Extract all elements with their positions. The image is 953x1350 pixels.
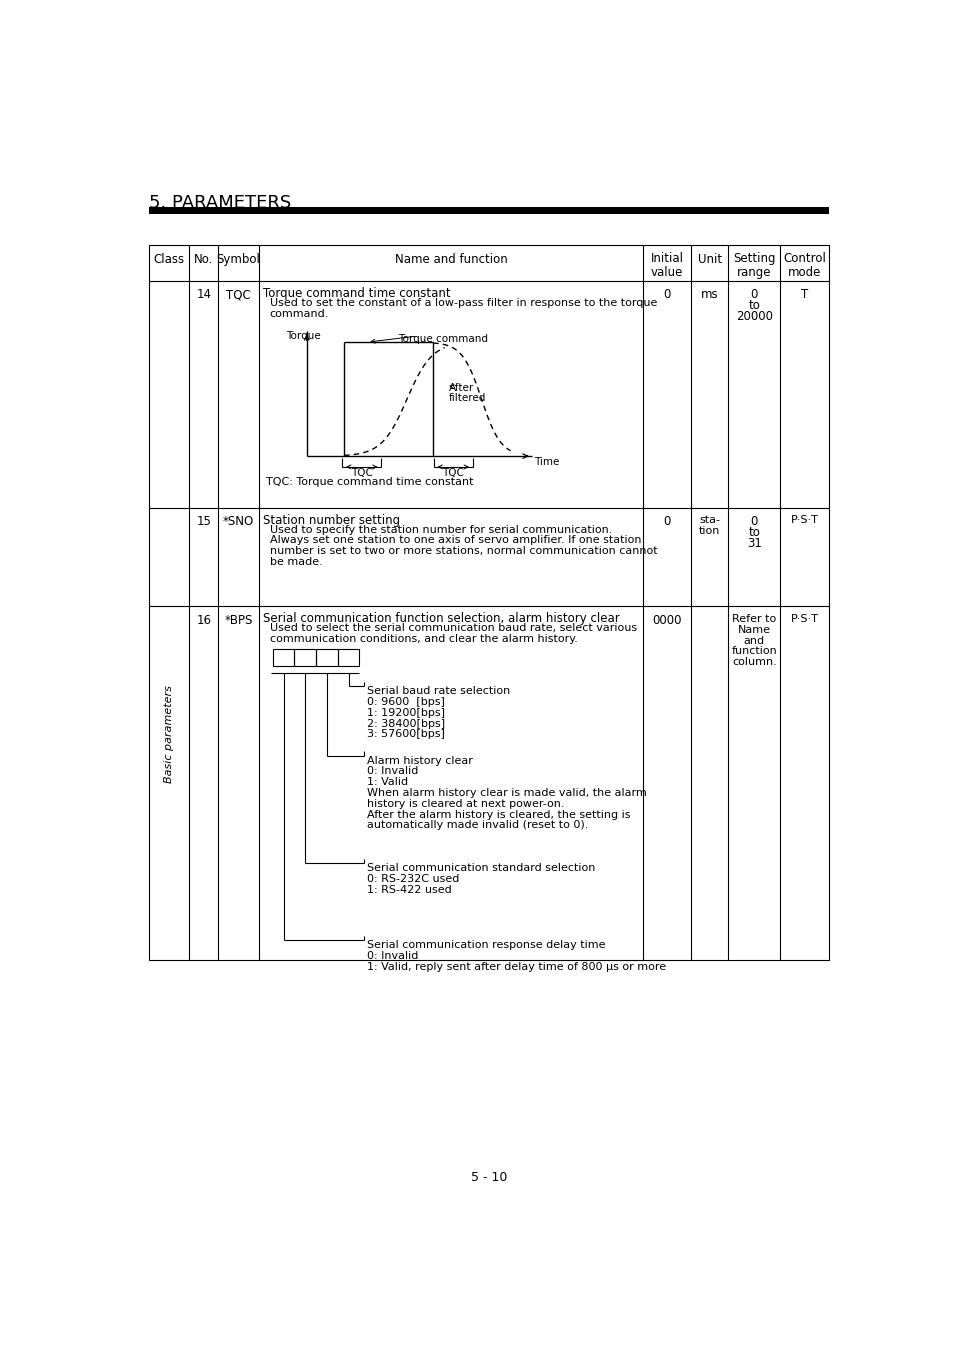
Text: mode: mode <box>787 266 821 279</box>
Text: 31: 31 <box>746 537 761 549</box>
Text: sta-: sta- <box>699 516 720 525</box>
Text: 0: 0 <box>750 289 758 301</box>
Text: value: value <box>650 266 682 279</box>
Text: ms: ms <box>700 289 718 301</box>
Bar <box>315 649 337 667</box>
Text: command.: command. <box>270 309 329 319</box>
Text: Serial communication response delay time: Serial communication response delay time <box>367 941 605 950</box>
Text: to: to <box>748 526 760 539</box>
Text: Refer to: Refer to <box>732 614 776 624</box>
Text: Station number setting: Station number setting <box>262 514 399 526</box>
Text: tion: tion <box>699 526 720 536</box>
Text: P·S·T: P·S·T <box>790 614 818 624</box>
Text: 0: 0 <box>750 516 758 528</box>
Bar <box>337 649 359 667</box>
Text: After the alarm history is cleared, the setting is: After the alarm history is cleared, the … <box>367 810 630 819</box>
Text: Serial communication standard selection: Serial communication standard selection <box>367 864 595 873</box>
Text: Class: Class <box>153 254 184 266</box>
Text: 0: RS-232C used: 0: RS-232C used <box>367 875 459 884</box>
Text: Serial baud rate selection: Serial baud rate selection <box>367 686 510 697</box>
Text: 1: RS-422 used: 1: RS-422 used <box>367 886 452 895</box>
Text: Initial: Initial <box>650 252 683 265</box>
Bar <box>273 649 294 667</box>
Text: and: and <box>743 636 764 645</box>
Text: 0: 0 <box>662 289 670 301</box>
Bar <box>294 649 315 667</box>
Text: Serial communication function selection, alarm history clear: Serial communication function selection,… <box>262 613 618 625</box>
Text: 5 - 10: 5 - 10 <box>470 1170 507 1184</box>
Text: Used to specify the station number for serial communication.: Used to specify the station number for s… <box>270 525 611 535</box>
Text: TQC: TQC <box>226 289 251 301</box>
Text: be made.: be made. <box>270 558 322 567</box>
Text: Name: Name <box>737 625 770 634</box>
Text: After: After <box>448 383 474 393</box>
Text: function: function <box>731 647 777 656</box>
Bar <box>149 207 828 213</box>
Text: TQC: TQC <box>351 468 373 478</box>
Text: Name and function: Name and function <box>395 254 507 266</box>
Text: to: to <box>748 300 760 312</box>
Text: automatically made invalid (reset to 0).: automatically made invalid (reset to 0). <box>367 821 588 830</box>
Text: Symbol: Symbol <box>216 254 260 266</box>
Text: T: T <box>801 289 807 301</box>
Text: range: range <box>737 266 771 279</box>
Text: 0: 0 <box>662 516 670 528</box>
Text: Always set one station to one axis of servo amplifier. If one station: Always set one station to one axis of se… <box>270 536 640 545</box>
Text: 0: 9600  [bps]: 0: 9600 [bps] <box>367 697 445 707</box>
Text: 15: 15 <box>196 516 211 528</box>
Text: Torque: Torque <box>286 331 320 342</box>
Text: Used to set the constant of a low‑pass filter in response to the torque: Used to set the constant of a low‑pass f… <box>270 297 657 308</box>
Text: 0: Invalid: 0: Invalid <box>367 767 418 776</box>
Text: Basic parameters: Basic parameters <box>164 686 173 783</box>
Text: Control: Control <box>782 252 825 265</box>
Text: Unit: Unit <box>697 254 721 266</box>
Text: 14: 14 <box>196 289 211 301</box>
Text: 5. PARAMETERS: 5. PARAMETERS <box>149 194 291 212</box>
Text: No.: No. <box>193 254 213 266</box>
Text: 0000: 0000 <box>652 614 681 626</box>
Text: When alarm history clear is made valid, the alarm: When alarm history clear is made valid, … <box>367 788 646 798</box>
Text: 1: Valid, reply sent after delay time of 800 μs or more: 1: Valid, reply sent after delay time of… <box>367 963 666 972</box>
Text: history is cleared at next power-on.: history is cleared at next power-on. <box>367 799 564 809</box>
Text: *BPS: *BPS <box>224 614 253 626</box>
Text: Time: Time <box>534 456 558 467</box>
Text: Torque command: Torque command <box>397 335 488 344</box>
Text: P·S·T: P·S·T <box>790 516 818 525</box>
Text: 3: 57600[bps]: 3: 57600[bps] <box>367 729 445 740</box>
Text: 16: 16 <box>196 614 211 626</box>
Text: Torque command time constant: Torque command time constant <box>262 286 450 300</box>
Text: 1: 19200[bps]: 1: 19200[bps] <box>367 707 445 718</box>
Text: TQC: Torque command time constant: TQC: Torque command time constant <box>266 477 474 487</box>
Text: 0: Invalid: 0: Invalid <box>367 952 418 961</box>
Text: communication conditions, and clear the alarm history.: communication conditions, and clear the … <box>270 634 577 644</box>
Text: *SNO: *SNO <box>223 516 253 528</box>
Text: column.: column. <box>731 657 776 667</box>
Text: 1: Valid: 1: Valid <box>367 778 408 787</box>
Text: Used to select the serial communication baud rate, select various: Used to select the serial communication … <box>270 624 636 633</box>
Text: TQC: TQC <box>442 468 464 478</box>
Text: number is set to two or more stations, normal communication cannot: number is set to two or more stations, n… <box>270 547 657 556</box>
Text: Alarm history clear: Alarm history clear <box>367 756 473 765</box>
Text: filtered: filtered <box>448 393 485 404</box>
Bar <box>149 246 828 960</box>
Text: 2: 38400[bps]: 2: 38400[bps] <box>367 718 445 729</box>
Text: 20000: 20000 <box>735 310 772 323</box>
Text: Setting: Setting <box>732 252 775 265</box>
